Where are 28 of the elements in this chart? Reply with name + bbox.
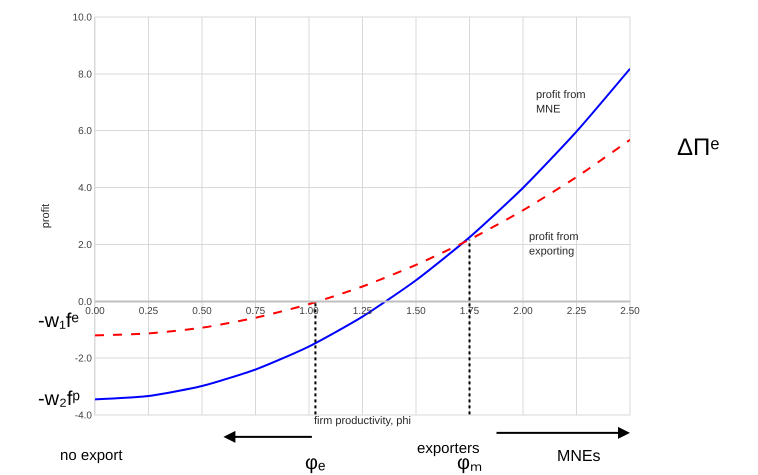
y-tick-label: -4.0: [74, 410, 92, 422]
x-tick-label: 2.25: [566, 306, 587, 318]
text: -w₂fᵖ: [38, 388, 80, 410]
series-label: profit from MNE: [536, 89, 586, 116]
series-label: profit from exporting: [529, 231, 579, 258]
x-axis-title: firm productivity, phi: [314, 415, 411, 427]
x-tick-label: 0.25: [138, 306, 159, 318]
text: ΔΠᵉ: [677, 134, 720, 161]
y-tick-label: 2.0: [78, 240, 92, 251]
y-tick-label: 4.0: [78, 183, 92, 194]
y-tick-label: 10.0: [72, 12, 92, 24]
y-tick-label: 0.0: [78, 296, 92, 308]
x-tick-label: 2.50: [620, 306, 640, 318]
x-tick-label: 0.00: [85, 306, 106, 318]
text: no export: [60, 447, 124, 464]
y-tick-label: 6.0: [78, 126, 92, 138]
y-tick-label: -2.0: [74, 354, 92, 365]
y-axis-title: profit: [40, 204, 52, 228]
x-tick-label: 1.50: [406, 306, 426, 318]
x-tick-label: 0.75: [246, 306, 266, 318]
x-tick-label: 0.50: [192, 306, 212, 318]
y-tick-label: 8.0: [78, 69, 92, 80]
x-tick-label: 1.75: [460, 306, 480, 318]
x-tick-label: 2.00: [513, 306, 534, 318]
text: MNEs: [557, 448, 601, 465]
x-tick-label: 1.00: [299, 306, 320, 318]
text: -w₁fᵉ: [38, 310, 79, 332]
ref-line-label: φₑ: [305, 452, 326, 474]
